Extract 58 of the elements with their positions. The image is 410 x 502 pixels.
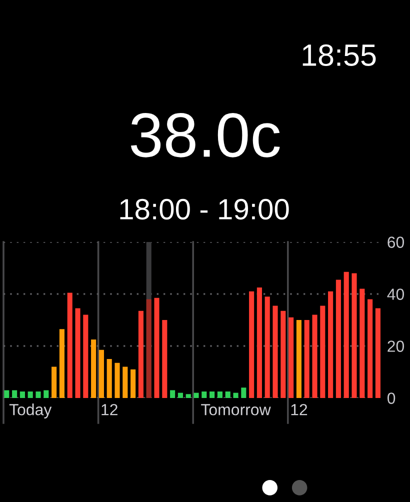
chart-subtitle: 18:00 - 19:00 bbox=[120, 198, 289, 220]
x-tick-label: 12 bbox=[102, 404, 118, 416]
bar bbox=[202, 392, 207, 398]
bar bbox=[52, 366, 57, 398]
y-tick-label: 60 bbox=[388, 236, 404, 248]
bar bbox=[320, 306, 326, 398]
chart-title: 38.0c bbox=[130, 113, 280, 158]
bar bbox=[91, 340, 96, 398]
bar bbox=[36, 392, 41, 398]
bar bbox=[20, 392, 25, 398]
bar bbox=[217, 392, 222, 398]
x-tick-label: Today bbox=[9, 404, 52, 418]
bar bbox=[28, 392, 33, 398]
bar bbox=[178, 392, 183, 398]
bar bbox=[368, 299, 373, 398]
bar bbox=[312, 314, 318, 398]
bar bbox=[344, 272, 349, 398]
bar bbox=[375, 308, 380, 398]
bar bbox=[225, 392, 230, 398]
bar bbox=[328, 291, 334, 398]
bar bbox=[67, 292, 72, 398]
bar bbox=[122, 366, 128, 398]
text: 18:55 bbox=[302, 44, 376, 66]
bar bbox=[272, 306, 278, 398]
bar bbox=[154, 298, 160, 398]
bar bbox=[186, 394, 191, 398]
bar bbox=[256, 288, 262, 398]
bar bbox=[12, 390, 18, 398]
bar bbox=[280, 310, 286, 398]
bar bbox=[249, 291, 254, 398]
bar bbox=[296, 320, 302, 398]
bar bbox=[75, 308, 80, 398]
bar bbox=[233, 392, 238, 398]
bar bbox=[138, 310, 144, 398]
bar bbox=[114, 362, 120, 398]
bar bbox=[106, 359, 112, 398]
bar bbox=[170, 390, 176, 398]
bar bbox=[264, 296, 270, 398]
x-tick-label: Tomorrow bbox=[201, 404, 271, 416]
bar bbox=[336, 280, 341, 398]
bar bbox=[59, 329, 64, 398]
bar bbox=[194, 392, 199, 398]
bar bbox=[98, 350, 104, 398]
bar bbox=[162, 320, 168, 398]
bar bbox=[130, 369, 136, 398]
bar bbox=[241, 388, 246, 398]
bar bbox=[288, 317, 294, 398]
bar bbox=[352, 273, 357, 398]
bar bbox=[360, 288, 365, 398]
x-tick-label: 12 bbox=[291, 404, 308, 416]
bar bbox=[210, 392, 215, 398]
bar bbox=[4, 390, 10, 398]
y-tick-label: 40 bbox=[387, 288, 404, 300]
bar bbox=[83, 314, 88, 398]
y-tick-label: 20 bbox=[388, 340, 404, 352]
bar bbox=[44, 390, 49, 398]
bar bbox=[304, 320, 310, 398]
y-tick-label: 0 bbox=[387, 392, 396, 404]
